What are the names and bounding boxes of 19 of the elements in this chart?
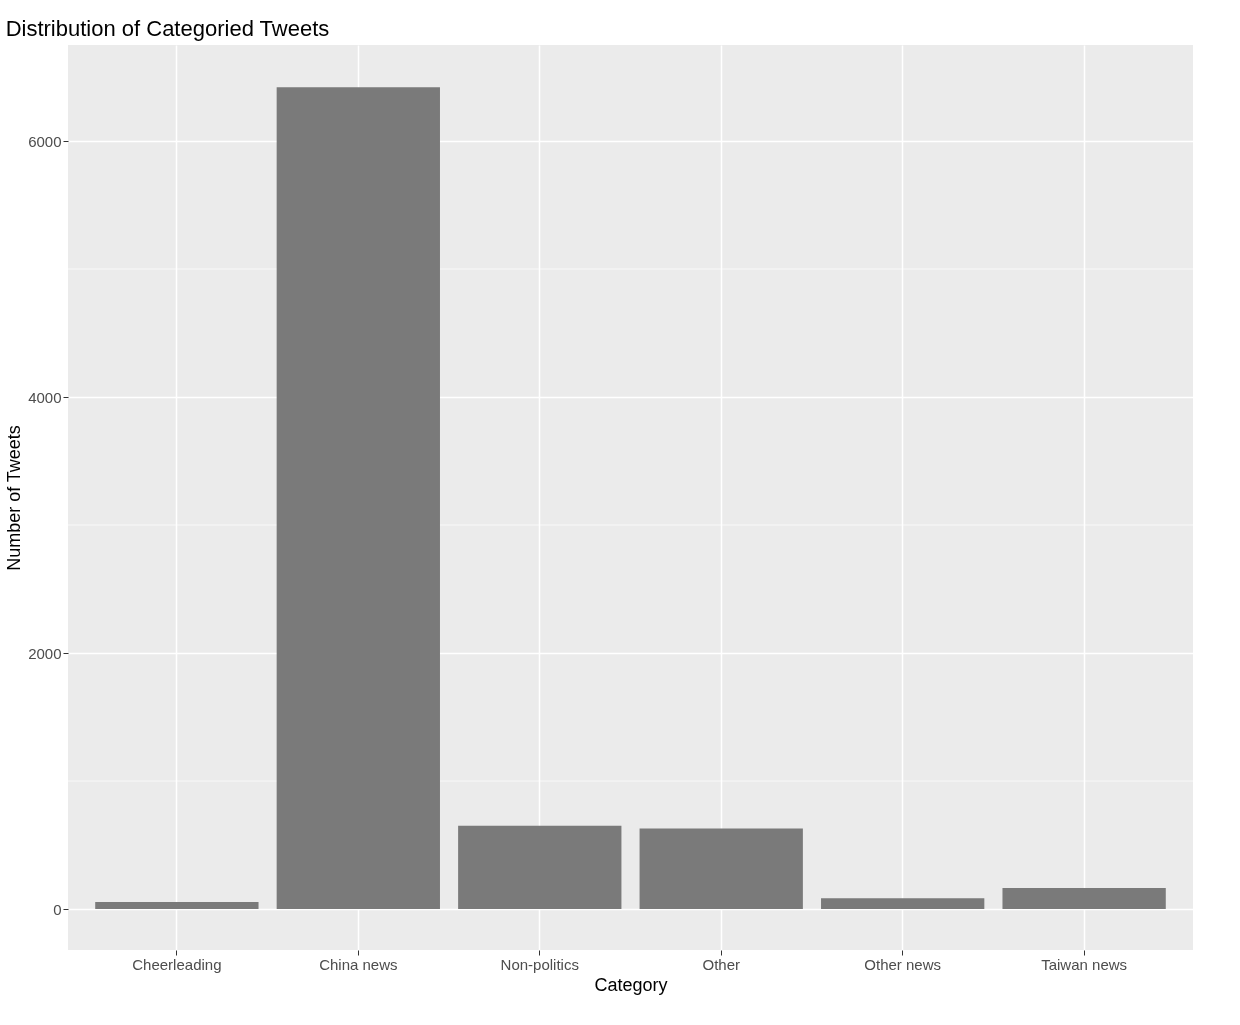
y-tick-label: 0 <box>53 900 62 918</box>
x-tick-label: Other news <box>864 955 942 973</box>
x-axis-title: Category <box>594 974 668 995</box>
bar <box>821 898 985 910</box>
y-tick-label: 2000 <box>28 644 62 662</box>
chart-title: Distribution of Categoried Tweets <box>5 16 330 41</box>
x-tick-label: Other <box>702 955 740 973</box>
x-tick-label: Taiwan news <box>1041 955 1128 973</box>
y-tick-label: 4000 <box>28 388 62 406</box>
x-tick-label: Cheerleading <box>132 955 222 973</box>
x-tick-label: Non-politics <box>500 955 579 973</box>
y-tick-label: 6000 <box>28 132 62 150</box>
x-tick-label: China news <box>319 955 398 973</box>
bar <box>1002 887 1166 910</box>
y-axis-title: Number of Tweets <box>4 425 25 571</box>
bar <box>276 87 440 910</box>
bar <box>639 828 803 910</box>
bar <box>95 902 259 910</box>
bar <box>458 825 622 910</box>
